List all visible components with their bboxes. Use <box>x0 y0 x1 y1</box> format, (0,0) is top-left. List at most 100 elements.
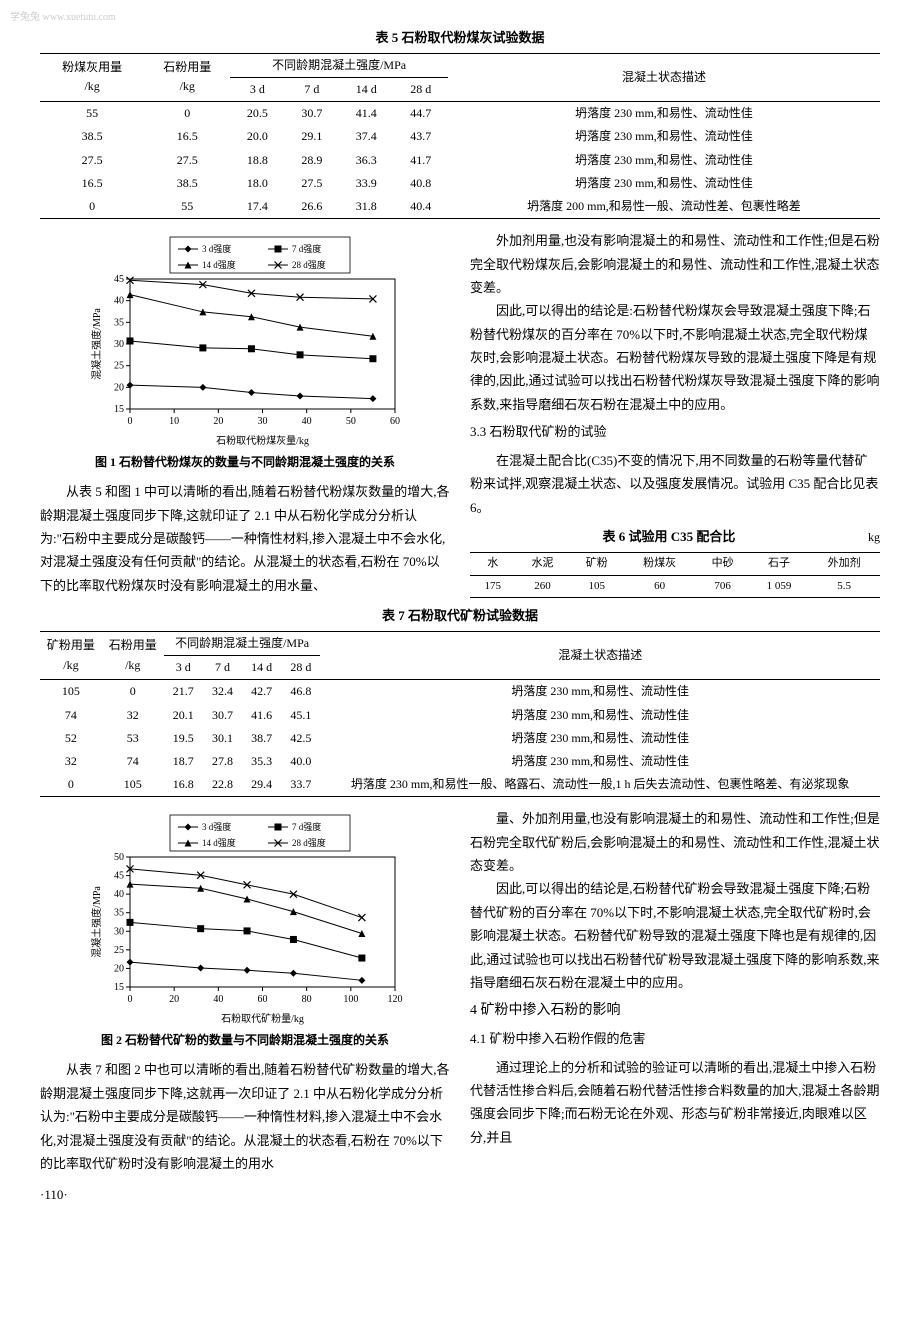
para-right-1: 外加剂用量,也没有影响混凝土的和易性、流动性和工作性;但是石粉完全取代粉煤灰后,… <box>470 229 880 299</box>
svg-text:40: 40 <box>114 296 124 307</box>
figure1-caption: 图 1 石粉替代粉煤灰的数量与不同龄期混凝土强度的关系 <box>40 453 450 472</box>
table-cell: 706 <box>696 575 750 598</box>
table-cell: 30.7 <box>203 704 242 727</box>
table-cell: 45.1 <box>281 704 320 727</box>
table-cell: 43.7 <box>394 125 448 148</box>
table-cell: 22.8 <box>203 773 242 797</box>
table-cell: 105 <box>40 680 102 704</box>
table-cell: 16.5 <box>40 172 144 195</box>
th7-strength-group: 不同龄期混凝土强度/MPa <box>164 631 321 655</box>
para-right-5: 因此,可以得出的结论是,石粉替代矿粉会导致混凝土强度下降;石粉替代矿粉的百分率在… <box>470 877 880 994</box>
th-28d: 28 d <box>394 77 448 101</box>
table-cell: 175 <box>470 575 515 598</box>
table-row: 327418.727.835.340.0坍落度 230 mm,和易性、流动性佳 <box>40 750 880 773</box>
svg-text:20: 20 <box>114 382 124 393</box>
section-4-1-heading: 4.1 矿粉中掺入石粉作假的危害 <box>470 1029 880 1050</box>
table-cell: 坍落度 230 mm,和易性、流动性佳 <box>448 172 880 195</box>
table-row: 010516.822.829.433.7坍落度 230 mm,和易性一般、略露石… <box>40 773 880 797</box>
table-cell: 41.7 <box>394 149 448 172</box>
table-cell: 38.5 <box>144 172 230 195</box>
table6-unit: kg <box>868 528 880 547</box>
svg-text:35: 35 <box>114 317 124 328</box>
svg-text:25: 25 <box>114 945 124 956</box>
th-stone-powder: 石粉用量 /kg <box>144 53 230 101</box>
svg-text:50: 50 <box>114 852 124 863</box>
table-cell: 矿粉 <box>570 553 624 576</box>
table-cell: 38.5 <box>40 125 144 148</box>
table-cell: 坍落度 230 mm,和易性一般、略露石、流动性一般,1 h 后失去流动性、包裹… <box>320 773 880 797</box>
table-cell: 31.8 <box>339 195 393 219</box>
table6-head: 水水泥矿粉粉煤灰中砂石子外加剂 <box>470 553 880 576</box>
table-cell: 46.8 <box>281 680 320 704</box>
table-cell: 27.5 <box>144 149 230 172</box>
svg-text:20: 20 <box>114 964 124 975</box>
table-cell: 19.5 <box>164 727 203 750</box>
table-cell: 29.4 <box>242 773 281 797</box>
watermark-text: 学兔兔 www.xuetutu.com <box>10 10 116 26</box>
table-cell: 36.3 <box>339 149 393 172</box>
table-cell: 28.9 <box>285 149 339 172</box>
section-4-heading: 4 矿粉中掺入石粉的影响 <box>470 1000 880 1022</box>
svg-text:20: 20 <box>213 416 223 427</box>
table-cell: 坍落度 230 mm,和易性、流动性佳 <box>320 727 880 750</box>
table-cell: 38.7 <box>242 727 281 750</box>
table-cell: 74 <box>102 750 164 773</box>
table-cell: 40.8 <box>394 172 448 195</box>
table-cell: 33.7 <box>281 773 320 797</box>
table-cell: 粉煤灰 <box>624 553 696 576</box>
th7-7d: 7 d <box>203 656 242 680</box>
table-cell: 55 <box>144 195 230 219</box>
table-cell: 外加剂 <box>808 553 880 576</box>
table-cell: 52 <box>40 727 102 750</box>
svg-text:40: 40 <box>302 416 312 427</box>
table-cell: 18.7 <box>164 750 203 773</box>
table-cell: 16.5 <box>144 125 230 148</box>
figure2-chart: 0204060801001201520253035404550石粉取代矿粉量/k… <box>85 807 405 1027</box>
table-cell: 0 <box>102 680 164 704</box>
table-row: 55020.530.741.444.7坍落度 230 mm,和易性、流动性佳 <box>40 102 880 126</box>
table-cell: 27.5 <box>40 149 144 172</box>
table-row: 05517.426.631.840.4坍落度 200 mm,和易性一般、流动性差… <box>40 195 880 219</box>
svg-text:100: 100 <box>343 994 358 1005</box>
th7-state: 混凝土状态描述 <box>320 631 880 679</box>
table-cell: 33.9 <box>339 172 393 195</box>
svg-text:45: 45 <box>114 871 124 882</box>
table-cell: 石子 <box>750 553 809 576</box>
svg-text:0: 0 <box>128 416 133 427</box>
table-cell: 5.5 <box>808 575 880 598</box>
table-cell: 42.5 <box>281 727 320 750</box>
para-right-6: 通过理论上的分析和试验的验证可以清晰的看出,混凝土中掺入石粉代替活性掺合料后,会… <box>470 1056 880 1150</box>
table-cell: 坍落度 230 mm,和易性、流动性佳 <box>320 704 880 727</box>
table-cell: 41.6 <box>242 704 281 727</box>
svg-text:15: 15 <box>114 982 124 993</box>
table-cell: 17.4 <box>230 195 284 219</box>
svg-text:40: 40 <box>114 889 124 900</box>
svg-text:40: 40 <box>213 994 223 1005</box>
table-cell: 30.1 <box>203 727 242 750</box>
svg-text:15: 15 <box>114 404 124 415</box>
svg-text:混凝土强度/MPa: 混凝土强度/MPa <box>90 886 103 958</box>
table-cell: 30.7 <box>285 102 339 126</box>
table-cell: 18.0 <box>230 172 284 195</box>
svg-text:35: 35 <box>114 908 124 919</box>
table-cell: 40.0 <box>281 750 320 773</box>
th-14d: 14 d <box>339 77 393 101</box>
table5: 粉煤灰用量 /kg 石粉用量 /kg 不同龄期混凝土强度/MPa 混凝土状态描述… <box>40 53 880 219</box>
th7-slag: 矿粉用量 /kg <box>40 631 102 679</box>
svg-text:25: 25 <box>114 361 124 372</box>
svg-text:7 d强度: 7 d强度 <box>292 821 321 832</box>
table-cell: 水泥 <box>515 553 569 576</box>
svg-text:120: 120 <box>388 994 403 1005</box>
table-cell: 坍落度 230 mm,和易性、流动性佳 <box>448 102 880 126</box>
table-cell: 0 <box>40 773 102 797</box>
figure1-chart: 010203040506015202530354045石粉取代粉煤灰量/kg混凝… <box>85 229 405 449</box>
svg-text:3 d强度: 3 d强度 <box>202 243 231 254</box>
svg-text:0: 0 <box>128 994 133 1005</box>
table6: 水水泥矿粉粉煤灰中砂石子外加剂 175260105607061 0595.5 <box>470 552 880 598</box>
para-left-1: 从表 5 和图 1 中可以清晰的看出,随着石粉替代粉煤灰数量的增大,各龄期混凝土… <box>40 480 450 597</box>
table-cell: 坍落度 230 mm,和易性、流动性佳 <box>448 125 880 148</box>
svg-text:30: 30 <box>258 416 268 427</box>
table-cell: 44.7 <box>394 102 448 126</box>
table-cell: 42.7 <box>242 680 281 704</box>
table-cell: 37.4 <box>339 125 393 148</box>
